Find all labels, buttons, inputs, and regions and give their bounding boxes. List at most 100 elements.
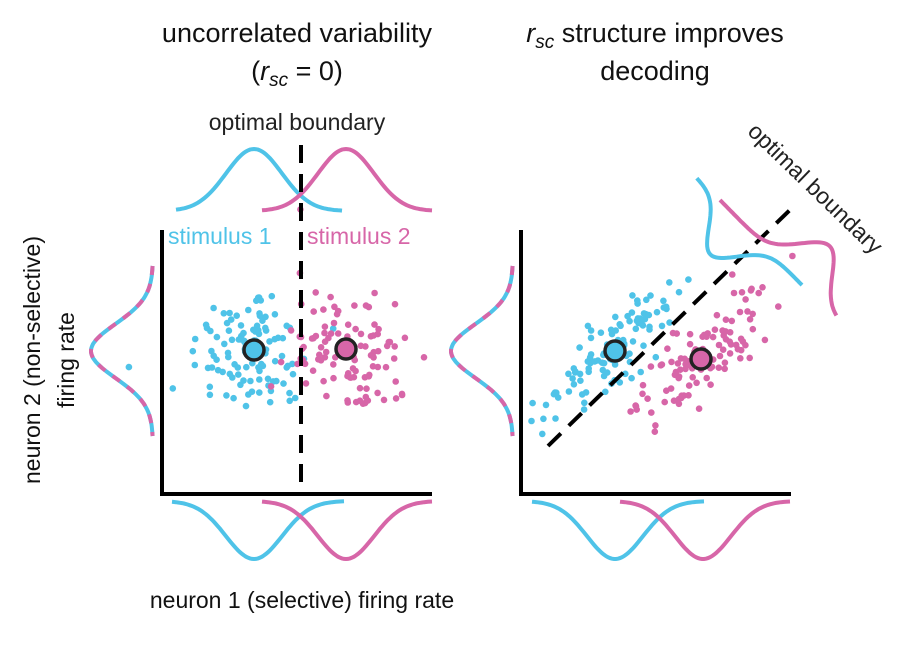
- scatter-point-stimulus-2: [651, 428, 659, 436]
- scatter-point-stimulus-1: [230, 394, 237, 402]
- left-title: uncorrelated variability (rsc = 0): [162, 18, 433, 91]
- scatter-point-stimulus-2: [670, 397, 678, 405]
- scatter-point-stimulus-2: [277, 358, 285, 366]
- scatter-point-stimulus-2: [374, 389, 381, 397]
- scatter-point-stimulus-2: [668, 358, 675, 366]
- scatter-point-stimulus-1: [225, 327, 233, 335]
- scatter-point-stimulus-1: [597, 329, 605, 337]
- scatter-point-stimulus-2: [321, 323, 329, 331]
- scatter-point-stimulus-1: [207, 327, 214, 335]
- scatter-point-stimulus-2: [736, 308, 744, 316]
- scatter-point-stimulus-2: [366, 371, 373, 379]
- scatter-point-stimulus-2: [380, 396, 388, 404]
- scatter-point-stimulus-1: [264, 375, 272, 383]
- left-axes: [160, 230, 432, 496]
- scatter-point-stimulus-1: [238, 336, 245, 343]
- scatter-point-stimulus-2: [652, 422, 659, 429]
- scatter-point-stimulus-2: [729, 271, 736, 278]
- scatter-point-stimulus-1: [594, 357, 602, 364]
- scatter-point-stimulus-1: [645, 311, 653, 319]
- scatter-point-stimulus-2: [693, 379, 700, 387]
- scatter-point-stimulus-2: [362, 343, 369, 350]
- scatter-point-stimulus-1: [240, 377, 247, 384]
- scatter-point-stimulus-2: [420, 354, 428, 361]
- scatter-point-stimulus-1: [641, 315, 649, 323]
- scatter-point-stimulus-1: [235, 371, 242, 378]
- scatter-point-stimulus-1: [271, 311, 279, 318]
- scatter-point-stimulus-1: [542, 401, 550, 409]
- scatter-point-stimulus-1: [643, 296, 650, 304]
- stimulus-2-label: stimulus 2: [307, 223, 411, 249]
- scatter-point-stimulus-1: [640, 342, 647, 350]
- scatter-point-stimulus-2: [761, 336, 769, 344]
- scatter-point-stimulus-1: [289, 370, 297, 378]
- scatter-point-stimulus-1: [289, 360, 296, 368]
- scatter-point-stimulus-1: [528, 417, 535, 425]
- stimulus-1-label: stimulus 1: [168, 223, 272, 249]
- scatter-point-stimulus-1: [286, 389, 293, 397]
- scatter-point-stimulus-1: [577, 377, 584, 385]
- scatter-point-stimulus-1: [278, 352, 286, 360]
- scatter-point-stimulus-1: [685, 276, 692, 283]
- scatter-point-stimulus-2: [363, 385, 370, 393]
- scatter-point-stimulus-2: [312, 289, 320, 296]
- scatter-point-stimulus-1: [550, 390, 558, 398]
- scatter-point-stimulus-1: [587, 327, 595, 334]
- left-boundary-label: optimal boundary: [209, 109, 386, 135]
- scatter-point-stimulus-1: [603, 369, 611, 376]
- scatter-point-stimulus-2: [330, 319, 338, 327]
- x-axis-label: neuron 1 (selective) firing rate: [150, 587, 454, 613]
- scatter-point-stimulus-1: [266, 398, 274, 406]
- scatter-point-stimulus-2: [726, 338, 733, 346]
- scatter-point-stimulus-1: [624, 312, 631, 320]
- scatter-point-stimulus-2: [749, 310, 756, 318]
- scatter-point-stimulus-1: [223, 392, 230, 399]
- scatter-point-stimulus-2: [686, 330, 694, 338]
- scatter-point-stimulus-2: [352, 398, 360, 406]
- scatter-point-stimulus-2: [392, 378, 400, 385]
- scatter-point-stimulus-2: [663, 387, 670, 395]
- scatter-point-stimulus-2: [356, 384, 364, 392]
- scatter-point-stimulus-2: [392, 395, 400, 402]
- right-bottom-distribution-stimulus-1: [531, 499, 705, 561]
- scatter-point-stimulus-2: [738, 289, 746, 296]
- scatter-point-stimulus-1: [219, 368, 226, 376]
- left-bottom-distribution-stimulus-1: [171, 499, 345, 562]
- scatter-point-stimulus-2: [371, 321, 378, 328]
- scatter-point-stimulus-2: [722, 316, 730, 324]
- scatter-point-stimulus-2: [664, 345, 671, 353]
- scatter-point-stimulus-2: [351, 356, 359, 364]
- y-axis-label-line1: neuron 2 (non-selective): [19, 236, 45, 484]
- scatter-point-stimulus-2: [749, 325, 757, 333]
- right-title-line1: rsc structure improves: [526, 18, 784, 53]
- scatter-point-stimulus-2: [737, 355, 744, 362]
- scatter-point-stimulus-2: [648, 409, 655, 416]
- scatter-point-stimulus-2: [734, 345, 742, 353]
- scatter-point-stimulus-2: [327, 293, 334, 301]
- scatter-point-stimulus-1: [237, 322, 245, 329]
- scatter-point-stimulus-2: [716, 352, 724, 360]
- scatter-point-stimulus-2: [721, 359, 729, 367]
- scatter-point-stimulus-1: [658, 322, 666, 330]
- scatter-point-stimulus-1: [653, 308, 661, 316]
- left-title-line2: (rsc = 0): [251, 56, 343, 91]
- scatter-point-stimulus-2: [713, 311, 721, 319]
- scatter-point-stimulus-1: [262, 324, 269, 332]
- scatter-point-stimulus-2: [728, 317, 736, 325]
- scatter-point-stimulus-2: [722, 328, 729, 335]
- scatter-point-stimulus-2: [633, 406, 640, 413]
- scatter-point-stimulus-1: [602, 388, 609, 396]
- scatter-point-stimulus-2: [715, 364, 723, 372]
- scatter-point-stimulus-1: [576, 370, 584, 378]
- scatter-point-stimulus-2: [682, 360, 689, 368]
- scatter-point-stimulus-2: [320, 377, 327, 385]
- scatter-point-stimulus-2: [677, 355, 685, 362]
- scatter-point-stimulus-1: [256, 367, 263, 375]
- right-axes: [519, 230, 791, 496]
- scatter-point-stimulus-2: [672, 368, 680, 376]
- scatter-point-stimulus-2: [346, 374, 354, 381]
- scatter-point-stimulus-2: [746, 354, 753, 362]
- scatter-point-stimulus-1: [206, 383, 214, 391]
- scatter-point-stimulus-1: [608, 330, 616, 338]
- scatter-point-stimulus-1: [587, 334, 595, 342]
